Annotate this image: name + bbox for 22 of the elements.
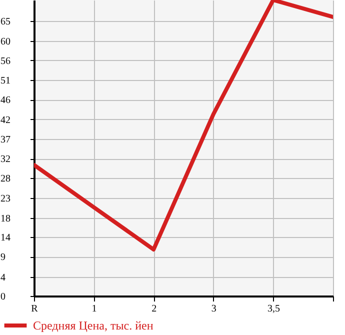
y-tick-label: 51: [0, 76, 10, 87]
y-tick-label: 18: [0, 213, 10, 224]
y-tick-label: 32: [0, 154, 10, 166]
x-tick-label: 2: [152, 304, 157, 314]
y-tick-label: 37: [0, 134, 10, 146]
x-tick-label: 3: [211, 304, 216, 314]
y-tick-label: 0: [0, 292, 6, 302]
y-tick-label: 4: [0, 272, 6, 284]
y-tick-label: 65: [0, 16, 10, 28]
y-tick-label: 56: [0, 56, 10, 67]
y-tick-label: 46: [0, 95, 10, 106]
legend-label: Средняя Цена, тыс. йен: [33, 318, 154, 332]
x-tick-label: 1: [92, 304, 97, 314]
line-series: [34, 0, 333, 252]
x-tick-label: R: [31, 304, 38, 314]
y-tick-label: 9: [0, 252, 6, 264]
y-tick-label: 14: [0, 232, 10, 244]
y-tick-label: 28: [0, 174, 10, 185]
y-tick-label: 42: [0, 114, 10, 126]
y-tick-label: 60: [0, 36, 10, 48]
y-tick-label: 23: [0, 193, 10, 204]
x-tick-label: 3,5: [267, 304, 280, 314]
